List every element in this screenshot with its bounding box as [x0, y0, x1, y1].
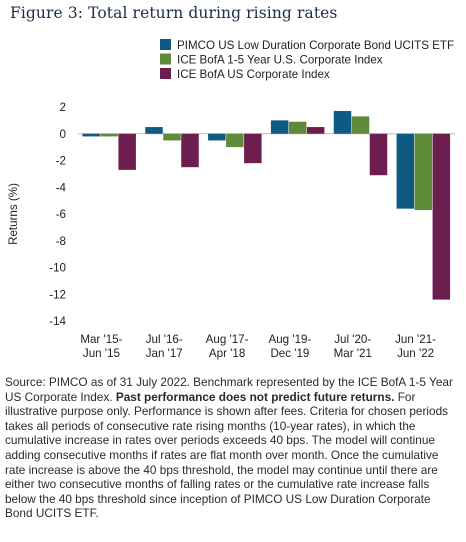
x-tick-label: Aug '19-: [269, 333, 312, 346]
bar: [100, 133, 118, 137]
footnote-lead: Source: PIMCO as of 31 July 2022. Benchm…: [5, 375, 453, 404]
x-tick-labels: Mar '15-Jun '15 Jul '16-Jan '17 Aug '17-Ap…: [80, 333, 436, 360]
footnote-disclaimer: Past performance does not predict future…: [115, 389, 395, 404]
chart-bars: [82, 111, 451, 300]
x-tick-label: Mar '15-: [80, 333, 122, 346]
bar: [396, 133, 415, 209]
bar: [244, 133, 262, 164]
y-tick-label: -12: [49, 288, 66, 301]
bar-chart: PIMCO US Low Duration Corporate Bond UCI…: [7, 39, 455, 360]
bar: [333, 111, 352, 134]
legend-swatch: [160, 53, 171, 65]
bar: [432, 133, 451, 300]
x-tick-label: Jul '20-: [334, 333, 371, 346]
y-tick-label: -6: [56, 208, 66, 221]
footnote-body: For illustrative purpose only. Performan…: [5, 389, 449, 521]
legend-swatch: [160, 39, 171, 50]
x-tick-label: Jul '16-: [146, 333, 183, 346]
bar: [369, 133, 388, 176]
y-tick-label: -2: [56, 155, 66, 168]
source-footnote: Source: PIMCO as of 31 July 2022. Benchm…: [5, 375, 461, 521]
chart-legend: PIMCO US Low Duration Corporate Bond UCI…: [160, 39, 454, 81]
x-tick-label: Mar '21: [334, 347, 372, 360]
legend-label: ICE BofA US Corporate Index: [177, 68, 330, 81]
bar: [270, 120, 289, 134]
y-tick-label: -14: [49, 315, 66, 328]
bar: [414, 133, 433, 210]
x-tick-label: Jun '15: [83, 347, 120, 360]
x-tick-label: Jun '22: [397, 347, 434, 360]
bar: [163, 133, 181, 141]
y-tick-label: -8: [56, 235, 66, 248]
bar: [82, 133, 100, 137]
x-tick-label: Jan '17: [146, 347, 183, 360]
bar: [351, 116, 370, 134]
y-tick-label: 0: [60, 128, 66, 141]
bar: [226, 133, 244, 148]
bar: [118, 133, 136, 170]
x-tick-label: Dec '19: [270, 347, 309, 360]
bar: [306, 127, 325, 134]
bar: [208, 133, 226, 141]
figure-title: Figure 3: Total return during rising rat…: [10, 4, 338, 22]
bar: [288, 121, 307, 134]
y-axis-label: Returns (%): [7, 183, 20, 245]
legend-swatch: [160, 68, 171, 79]
y-tick-label: -10: [49, 262, 66, 275]
x-tick-label: Jun '21-: [395, 333, 436, 346]
bar: [145, 127, 163, 134]
y-tick-label: -4: [56, 181, 67, 194]
chart-axes: 2 0 -2 -4 -6 -8 -10 -12 -14 Returns (%): [7, 101, 455, 328]
x-tick-label: Aug '17-: [206, 333, 249, 346]
y-tick-label: 2: [60, 101, 66, 114]
legend-label: PIMCO US Low Duration Corporate Bond UCI…: [177, 39, 454, 52]
x-tick-label: Apr '18: [209, 347, 245, 360]
legend-label: ICE BofA 1-5 Year U.S. Corporate Index: [177, 54, 383, 67]
bar: [181, 133, 199, 168]
